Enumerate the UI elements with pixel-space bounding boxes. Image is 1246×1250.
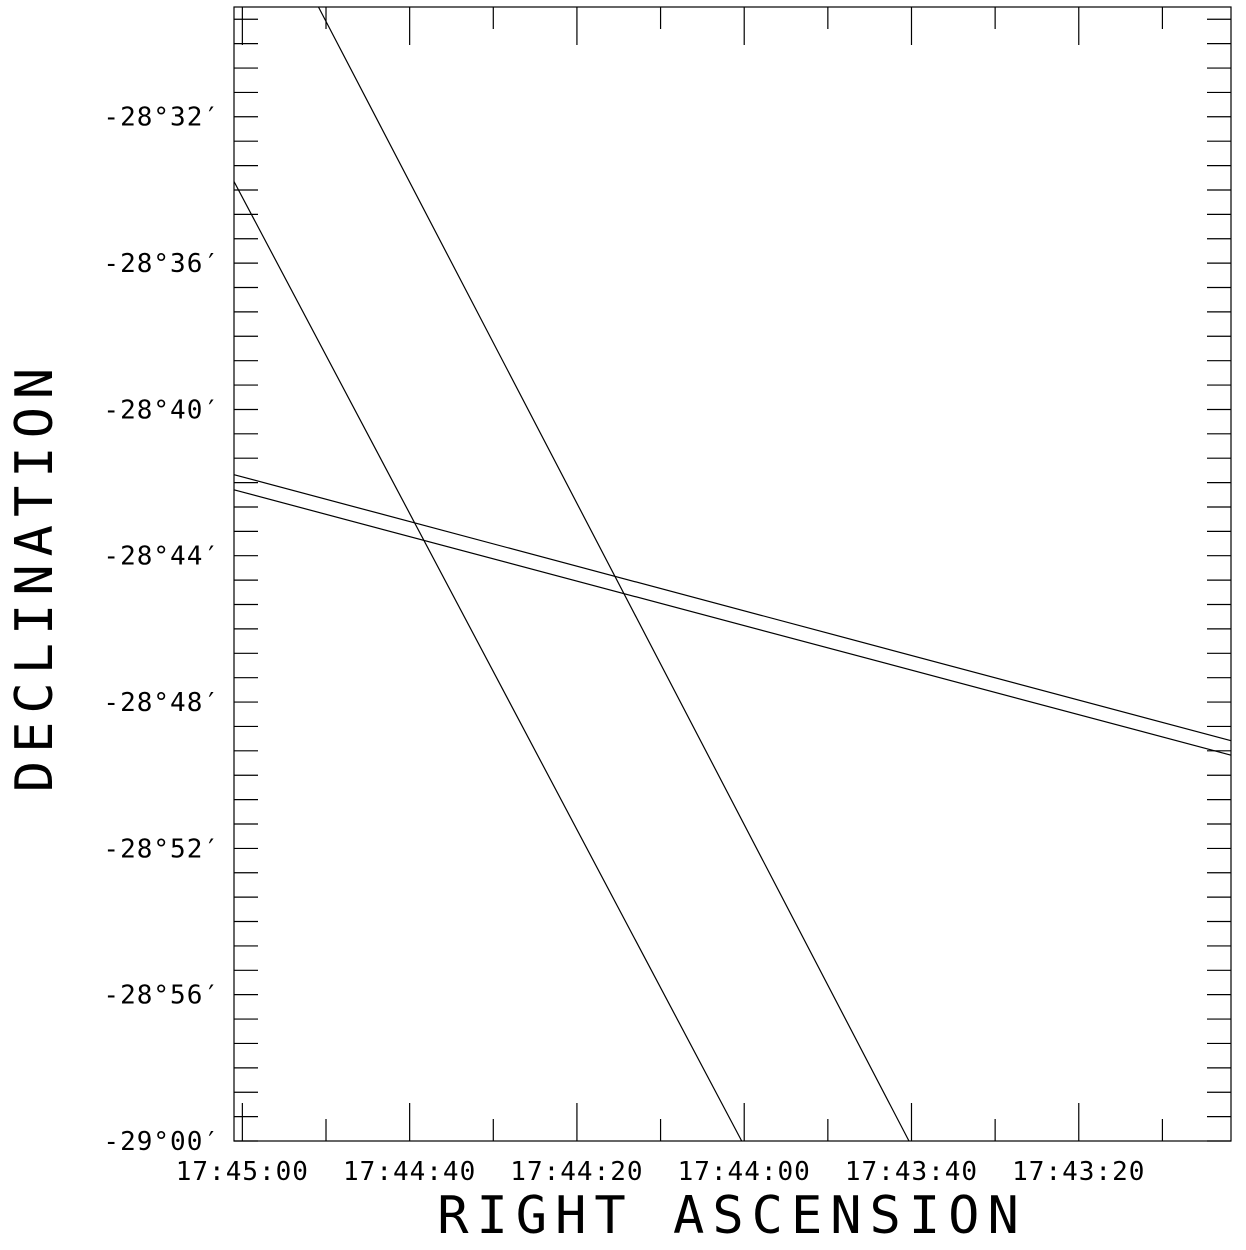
y-tick-labels: -28°32′ -28°36′ -28°40′ -28°44′ -28°48′ -28°5… xyxy=(103,103,220,1157)
x-tick-label: 17:43:20 xyxy=(1012,1157,1145,1187)
y-tick-label: -28°36′ xyxy=(103,249,220,279)
y-tick-label: -28°48′ xyxy=(103,688,220,718)
x-tick-label: 17:44:00 xyxy=(678,1157,811,1187)
x-tick-labels: 17:45:00 17:44:40 17:44:20 17:44:00 17:43:40… xyxy=(176,1157,1145,1187)
y-tick-label: -28°44′ xyxy=(103,542,220,572)
y-tick-label: -28°56′ xyxy=(103,981,220,1011)
x-axis-title: RIGHT ASCENSION xyxy=(437,1186,1027,1245)
series-line-3 xyxy=(233,474,1232,742)
x-tick-label: 17:44:40 xyxy=(343,1157,476,1187)
y-tick-label: -28°40′ xyxy=(103,396,220,426)
series-line-2 xyxy=(317,6,910,1142)
y-tick-label: -29°00′ xyxy=(103,1127,220,1157)
y-axis-title: DECLINATION xyxy=(5,360,65,792)
series-layer xyxy=(233,6,1232,1142)
x-tick-label: 17:45:00 xyxy=(176,1157,309,1187)
y-tick-label: -28°32′ xyxy=(103,103,220,133)
plot-frame xyxy=(233,6,1232,1142)
series-line-4 xyxy=(233,489,1232,756)
x-tick-label: 17:43:40 xyxy=(845,1157,978,1187)
minor-ticks xyxy=(234,7,1231,1141)
y-tick-label: -28°52′ xyxy=(103,834,220,864)
major-ticks xyxy=(234,7,1231,1142)
series-line-1 xyxy=(233,181,743,1142)
x-tick-label: 17:44:20 xyxy=(510,1157,643,1187)
